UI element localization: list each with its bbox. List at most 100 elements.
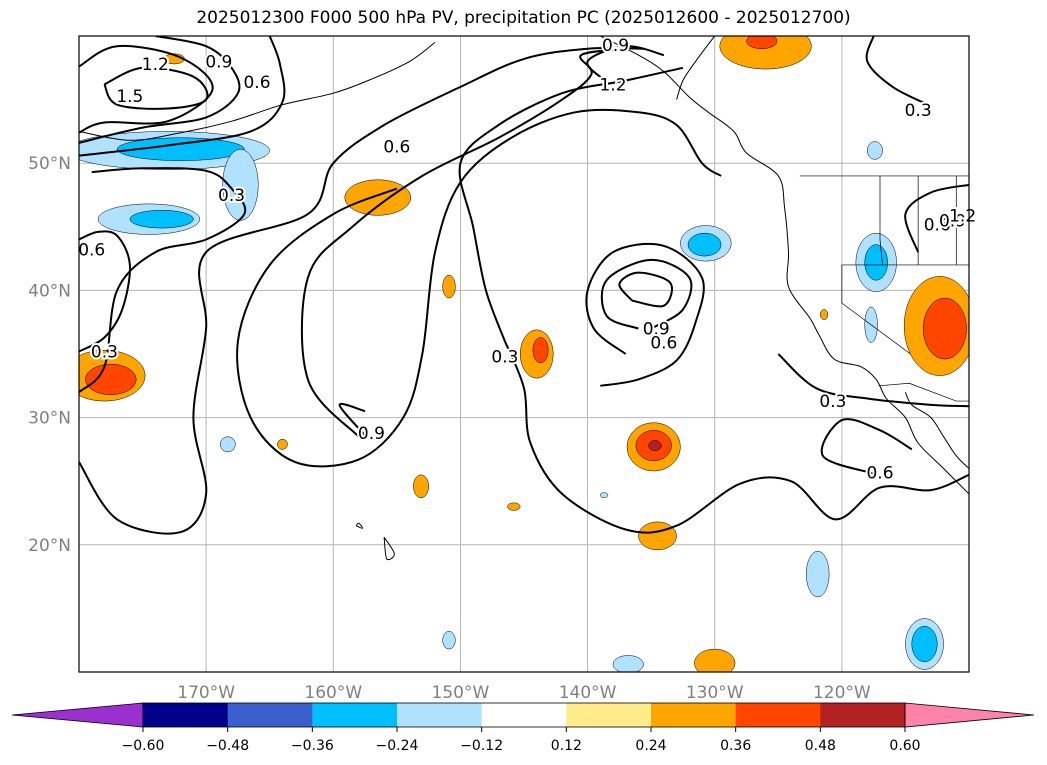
precip-patch <box>413 474 429 498</box>
precip-patch <box>719 36 812 70</box>
axis-tick-labels: 170°W 160°W 150°W 140°W 130°W 120°W 20°N 30°N 40… <box>28 154 871 703</box>
colorbar-tick-label: −0.36 <box>291 738 334 754</box>
pv-contour-line <box>338 402 366 437</box>
pv-contour-label: 0.9 <box>643 320 670 340</box>
pv-contour-label: 0.9 <box>602 36 629 56</box>
precip-patch <box>746 36 778 49</box>
precip-patch <box>638 521 677 551</box>
pv-contour-label: 0.3 <box>218 186 245 206</box>
colorbar-tick-label: 0.24 <box>635 738 666 754</box>
pv-contour-label: 0.9 <box>205 52 232 72</box>
precip-patch <box>864 244 888 281</box>
precip-patch <box>442 274 456 299</box>
state-border <box>841 264 911 355</box>
chart-title: 2025012300 F000 500 hPa PV, precipitatio… <box>196 8 851 28</box>
pv-contour-line <box>585 243 705 387</box>
precip-patch <box>612 655 644 672</box>
precip-patch <box>85 363 137 395</box>
coastline <box>600 36 969 495</box>
colorbar-segment <box>143 703 229 727</box>
precip-patch <box>648 440 662 451</box>
pv-contour-line <box>236 108 722 468</box>
precip-patch <box>507 502 521 511</box>
precip-patch <box>116 137 245 161</box>
colorbar-tick-label: 0.36 <box>720 738 751 754</box>
precip-patch <box>344 179 412 216</box>
y-tick-label: 40°N <box>28 281 71 301</box>
pv-contour-label: 1.2 <box>949 206 976 226</box>
pv-contour-line <box>586 45 665 83</box>
pv-contour-line <box>458 66 684 342</box>
coastlines <box>79 36 969 561</box>
pv-contour-line <box>820 418 913 475</box>
precip-patch <box>532 337 549 364</box>
pv-contour-label: 0.6 <box>383 138 410 158</box>
precip-patch <box>911 625 938 663</box>
precip-patch <box>806 550 830 598</box>
coastline <box>383 536 395 561</box>
pv-contour-label: 0.3 <box>91 342 118 362</box>
pv-contour-labels: 1.21.50.90.60.30.60.30.60.90.30.91.20.90… <box>76 34 978 485</box>
y-tick-label: 30°N <box>28 409 71 429</box>
x-tick-label: 140°W <box>559 683 617 703</box>
colorbar-tick-label: −0.48 <box>206 738 249 754</box>
precip-patch <box>922 297 967 360</box>
colorbar-segment <box>735 703 821 727</box>
colorbar-segment <box>566 703 652 727</box>
precip-patch <box>687 232 722 257</box>
plot-frame <box>78 35 970 673</box>
pv-contour-line <box>79 46 645 535</box>
precip-patch <box>129 210 194 229</box>
state-border <box>879 175 883 265</box>
pv-contour-line <box>904 183 969 253</box>
pv-contour-label: 0.6 <box>650 334 677 354</box>
pv-contour-label: 0.6 <box>243 73 270 93</box>
pv-contour-line <box>79 36 241 144</box>
colorbar-tick-label: 0.60 <box>889 738 920 754</box>
precip-patch <box>219 436 236 453</box>
coastline <box>79 41 436 141</box>
precip-patch <box>867 141 883 160</box>
pv-contour-label: 0.9 <box>939 211 966 231</box>
colorbar-segment <box>227 703 313 727</box>
colorbar-segment <box>312 703 398 727</box>
pv-contour-label: 0.3 <box>905 101 932 121</box>
pv-contour-line <box>79 44 214 134</box>
pv-contour-line <box>865 36 932 107</box>
pv-contour-label: 0.6 <box>924 215 951 235</box>
precip-patch <box>694 648 736 672</box>
colorbar-extend-low <box>11 702 144 728</box>
pv-contour-label: 1.2 <box>599 75 626 95</box>
y-tick-label: 50°N <box>28 154 71 174</box>
y-tick-label: 20°N <box>28 536 71 556</box>
state-border <box>878 382 969 402</box>
colorbar-tick-label: −0.12 <box>460 738 503 754</box>
colorbar-segment <box>397 703 483 727</box>
coastline <box>355 522 364 529</box>
pv-contour-line <box>503 340 969 534</box>
pv-contour-label: 0.3 <box>819 392 846 412</box>
pv-contours <box>79 36 969 535</box>
pv-contour-label: 0.6 <box>866 463 893 483</box>
pv-contour-label: 0.9 <box>358 424 385 444</box>
coastline <box>676 36 716 100</box>
colorbar-tick-label: −0.60 <box>122 738 165 754</box>
colorbar-tick-label: 0.12 <box>551 738 582 754</box>
precip-patch <box>600 492 609 498</box>
x-tick-label: 120°W <box>813 683 871 703</box>
colorbar-tick-label: 0.48 <box>805 738 836 754</box>
pv-contour-label: 0.6 <box>78 241 105 261</box>
colorbar-segment <box>651 703 737 727</box>
colorbar: −0.60 −0.48 −0.36 −0.24 −0.12 0.12 0.24 0.36 0.4… <box>11 702 1035 754</box>
pv-contour-line <box>79 36 286 157</box>
pv-contour-line <box>79 230 131 353</box>
pv-contour-line <box>300 47 626 438</box>
x-tick-label: 160°W <box>304 683 362 703</box>
colorbar-extend-high <box>904 702 1035 728</box>
precipitation-patches <box>79 36 969 672</box>
pv-contour-line <box>618 271 673 308</box>
precip-patch <box>442 631 456 650</box>
x-tick-label: 130°W <box>686 683 744 703</box>
colorbar-tick-label: −0.24 <box>376 738 419 754</box>
pv-contour-label: 1.2 <box>142 55 169 75</box>
